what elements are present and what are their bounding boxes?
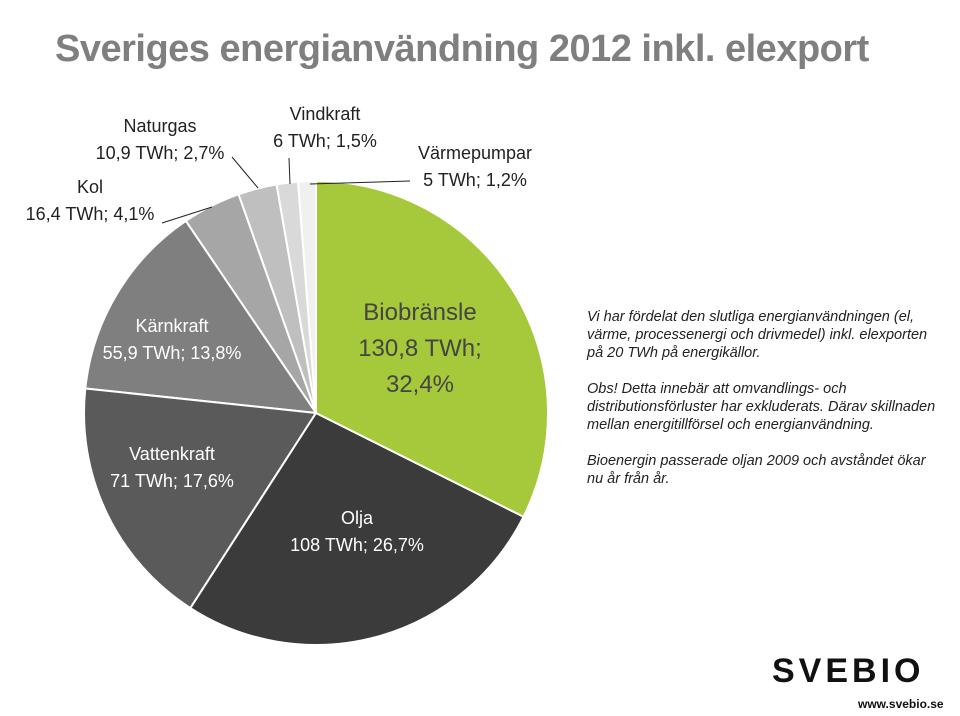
slice-label: Vindkraft 6 TWh; 1,5% [273,101,377,155]
value-label: 55,9 TWh; 13,8% [102,343,242,363]
value-label: 16,4 TWh; 4,1% [25,204,155,224]
slice-label: Olja 108 TWh; 26,7% [290,505,424,559]
slice-label: Kol 16,4 TWh; 4,1% [26,174,155,228]
slice-name: Olja [340,508,373,528]
url: www.svebio.se [858,697,944,711]
notes: Vi har fördelat den slutliga energianvän… [587,308,937,506]
slice-name: Naturgas [123,116,197,136]
pie-slice [188,411,525,646]
value-label: 10,9 TWh; 2,7% [95,143,225,163]
slice-label: Värmepumpar 5 TWh; 1,2% [418,140,532,194]
chart-title: Sveriges energianvändning 2012 inkl. ele… [55,28,869,70]
pie-slice [84,219,319,415]
leader-line [161,206,213,224]
value-label: 5 TWh; 1,2% [423,170,527,190]
note: Obs! Detta innebär att omvandlings- och … [587,381,936,433]
slice-name: Kärnkraft [135,316,209,336]
pie-slice [83,387,318,610]
slice-label: Naturgas 10,9 TWh; 2,7% [96,113,225,167]
value-label: 108 TWh; 26,7% [290,535,424,555]
logo: SVEBIO [772,652,925,690]
note: Vi har fördelat den slutliga energianvän… [587,309,928,361]
pie-slice [315,179,549,519]
slice-name: Vattenkraft [129,444,215,464]
value-label: 71 TWh; 17,6% [110,471,234,491]
slice-label: Biobränsle 130,8 TWh; 32,4% [345,295,495,403]
value-label: 6 TWh; 1,5% [273,131,377,151]
slice-name: Biobränsle [363,299,477,326]
note: Bioenergin passerade oljan 2009 och avst… [587,453,926,487]
slice-name: Vindkraft [289,104,361,124]
leader-line [231,156,259,189]
slice-label: Kärnkraft 55,9 TWh; 13,8% [103,313,242,367]
slice-label: Vattenkraft 71 TWh; 17,6% [110,441,234,495]
leader-line [288,157,291,185]
value-label: 130,8 TWh; 32,4% [358,335,482,398]
slice-name: Kol [76,177,104,197]
leader-line [309,180,411,185]
slice-name: Värmepumpar [417,143,533,163]
